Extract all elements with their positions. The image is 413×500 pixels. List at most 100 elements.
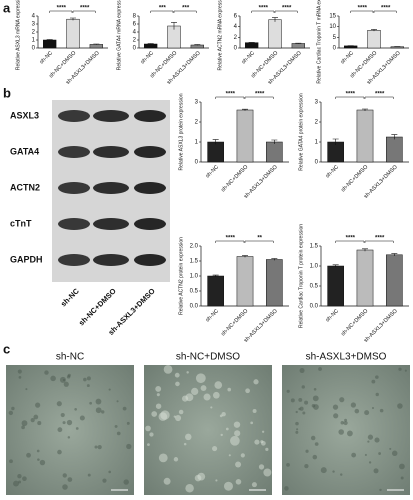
significance-bracket [335,240,365,243]
cell [145,425,151,432]
significance-bracket [49,10,73,13]
cell [17,474,22,479]
error-bar [295,42,302,44]
significance-bracket [364,96,394,99]
x-tick-label: sh-NC [340,50,355,65]
cell [313,387,317,391]
cell [286,389,290,393]
micrograph-title: sh-NC+DMSO [176,352,240,363]
cell [11,406,15,411]
cell [301,385,305,389]
significance-bracket [274,10,298,13]
cell [173,457,179,462]
micrograph [6,365,134,495]
x-tick-label: sh-NC [241,50,256,65]
y-axis-label: Relative ASXL3 mRNA expression [15,0,21,70]
x-tick-label: sh-NC [140,50,155,65]
cell [310,435,316,441]
bar [207,141,224,163]
bar [236,109,254,163]
cell [318,367,322,371]
cell [235,478,242,485]
cell [35,402,41,408]
significance-label: *** [182,6,190,12]
cell [174,372,180,378]
y-tick-label: 0 [234,46,238,52]
cell [371,379,376,384]
cell [251,482,257,488]
y-tick-label: 8 [133,14,137,20]
bar [66,18,80,49]
cell [304,400,309,405]
blot-band [93,254,129,266]
bar [367,30,381,49]
cell [178,409,184,415]
blot-lane-label: sh-NC+DMSO [77,286,118,327]
cell [230,435,240,446]
cell [374,437,380,443]
error-bar [194,44,201,46]
y-tick-label: 0 [333,46,337,52]
cell [185,433,192,441]
cell [101,410,105,414]
y-tick-label: 0 [195,160,199,166]
error-bar [248,42,255,43]
error-bar [271,139,278,144]
cell [203,393,211,401]
cell [62,473,67,478]
cell [50,375,56,382]
significance-label: **** [259,6,269,12]
error-bar [371,29,377,32]
cell [183,442,187,446]
cell [175,381,180,387]
cell [233,421,241,428]
bar [190,44,205,49]
cell [299,406,304,411]
bar [89,44,103,49]
cell [122,406,127,411]
bar [356,109,374,163]
cell [18,375,22,379]
error-bar [212,139,219,145]
blot-band [58,254,90,266]
cell [260,440,264,444]
cell [400,476,404,480]
cell [214,381,223,389]
cell [253,379,259,385]
cell [212,391,220,399]
cell [379,488,382,492]
cell [149,432,154,437]
cell [284,486,289,491]
blot-band [93,110,129,122]
cell [25,388,28,391]
cell [368,461,372,464]
significance-label: **** [226,92,236,98]
blot-band [58,146,90,158]
cell [114,424,118,428]
blot-band [93,218,129,230]
y-tick-label: 2 [32,30,36,36]
cell [261,430,265,433]
significance-label: **** [255,92,265,98]
y-tick-label: 1.0 [190,274,199,280]
significance-label: *** [159,6,167,12]
significance-bracket [150,10,174,13]
cell [39,459,46,466]
cell [339,397,345,403]
y-tick-label: 4 [133,30,137,36]
significance-label: **** [375,92,385,98]
cell [312,454,318,460]
y-tick-label: 10 [329,24,336,30]
significance-bracket [244,96,274,99]
cell [397,403,403,409]
bar [327,265,344,307]
cell [252,409,257,414]
blot-band [58,218,90,230]
cell [295,421,299,426]
cell [220,433,223,437]
cell [186,371,189,374]
cell [22,476,27,482]
cell [286,463,290,467]
cell [147,443,150,446]
y-tick-label: 2 [315,120,319,126]
